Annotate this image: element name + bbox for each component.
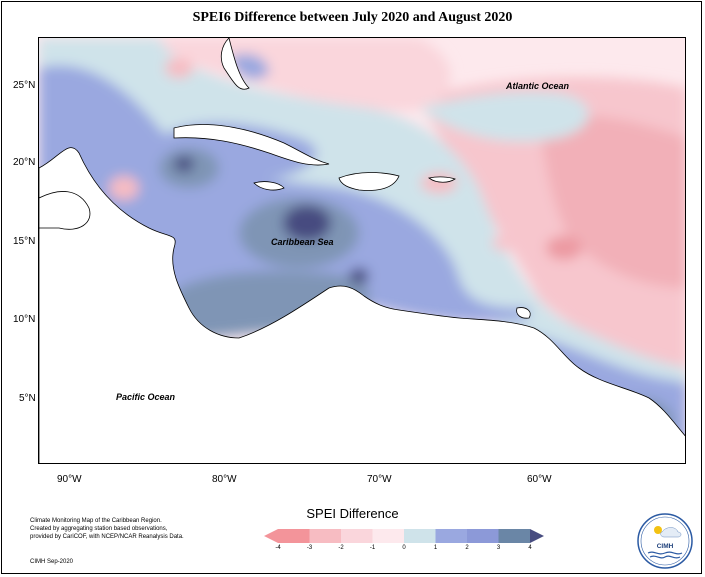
wave-icon bbox=[647, 551, 683, 555]
legend-tick-label: 0 bbox=[402, 545, 406, 551]
legend-tick-label: -2 bbox=[338, 545, 344, 551]
atlantic-ocean-label: Atlantic Ocean bbox=[506, 81, 570, 91]
land-hispaniola bbox=[338, 172, 400, 191]
legend-arrow-high bbox=[530, 529, 544, 543]
lat-label-15n: 15°N bbox=[13, 236, 36, 247]
legend-swatch bbox=[498, 529, 530, 543]
credit-date: CIMH Sep-2020 bbox=[30, 559, 74, 565]
land bbox=[39, 38, 685, 463]
legend-swatch bbox=[404, 529, 436, 543]
legend-tick-label: 1 bbox=[433, 545, 438, 551]
land-south-central-america bbox=[39, 147, 685, 463]
lon-label-90w: 90°W bbox=[57, 474, 82, 485]
land-yucatan bbox=[39, 191, 91, 230]
logo-text: CIMH bbox=[657, 543, 674, 550]
land-puerto-rico bbox=[428, 176, 456, 183]
lat-label-20n: 20°N bbox=[13, 157, 36, 168]
land-jamaica bbox=[253, 181, 285, 191]
legend-swatch bbox=[309, 529, 341, 543]
lat-label-5n: 5°N bbox=[19, 393, 36, 404]
legend-swatch bbox=[372, 529, 404, 543]
legend-tick-label: -4 bbox=[275, 545, 281, 551]
spei-difference-map bbox=[39, 38, 685, 463]
legend-title: SPEI Difference bbox=[306, 506, 399, 521]
legend-swatch bbox=[278, 529, 310, 543]
lat-label-10n: 10°N bbox=[13, 314, 36, 325]
lat-label-25n: 25°N bbox=[13, 80, 36, 91]
land-trinidad bbox=[516, 307, 531, 319]
legend-tick-label: -1 bbox=[369, 545, 376, 551]
map-panel bbox=[38, 37, 686, 464]
legend-swatch bbox=[467, 529, 499, 543]
legend-tick-label: 2 bbox=[465, 545, 469, 551]
cloud-icon bbox=[660, 527, 682, 538]
credit-line-2: Created by aggregating station based obs… bbox=[30, 526, 168, 532]
pacific-ocean-label: Pacific Ocean bbox=[116, 392, 176, 402]
legend-swatch bbox=[341, 529, 373, 543]
cimh-logo: CIMH bbox=[637, 513, 693, 569]
sun-icon bbox=[654, 526, 662, 534]
credit-line-1: Climate Monitoring Map of the Caribbean … bbox=[30, 518, 162, 524]
land-cuba bbox=[173, 124, 330, 166]
legend-colorbar bbox=[264, 529, 544, 543]
legend-tick-label: 4 bbox=[528, 545, 532, 551]
caribbean-sea-label: Caribbean Sea bbox=[271, 237, 334, 247]
legend-tick-label: 3 bbox=[496, 545, 501, 551]
legend-arrow-low bbox=[264, 529, 278, 543]
credit-text: Climate Monitoring Map of the Caribbean … bbox=[30, 517, 184, 541]
legend-swatch bbox=[435, 529, 467, 543]
map-title: SPEI6 Difference between July 2020 and A… bbox=[192, 10, 513, 25]
lon-label-70w: 70°W bbox=[367, 474, 392, 485]
credit-line-3: provided by CariCOF, with NCEP/NCAR Rean… bbox=[30, 534, 184, 540]
legend-tick-label: -3 bbox=[306, 545, 313, 551]
land-florida bbox=[220, 38, 250, 90]
lon-label-60w: 60°W bbox=[527, 474, 552, 485]
lon-label-80w: 80°W bbox=[212, 474, 237, 485]
